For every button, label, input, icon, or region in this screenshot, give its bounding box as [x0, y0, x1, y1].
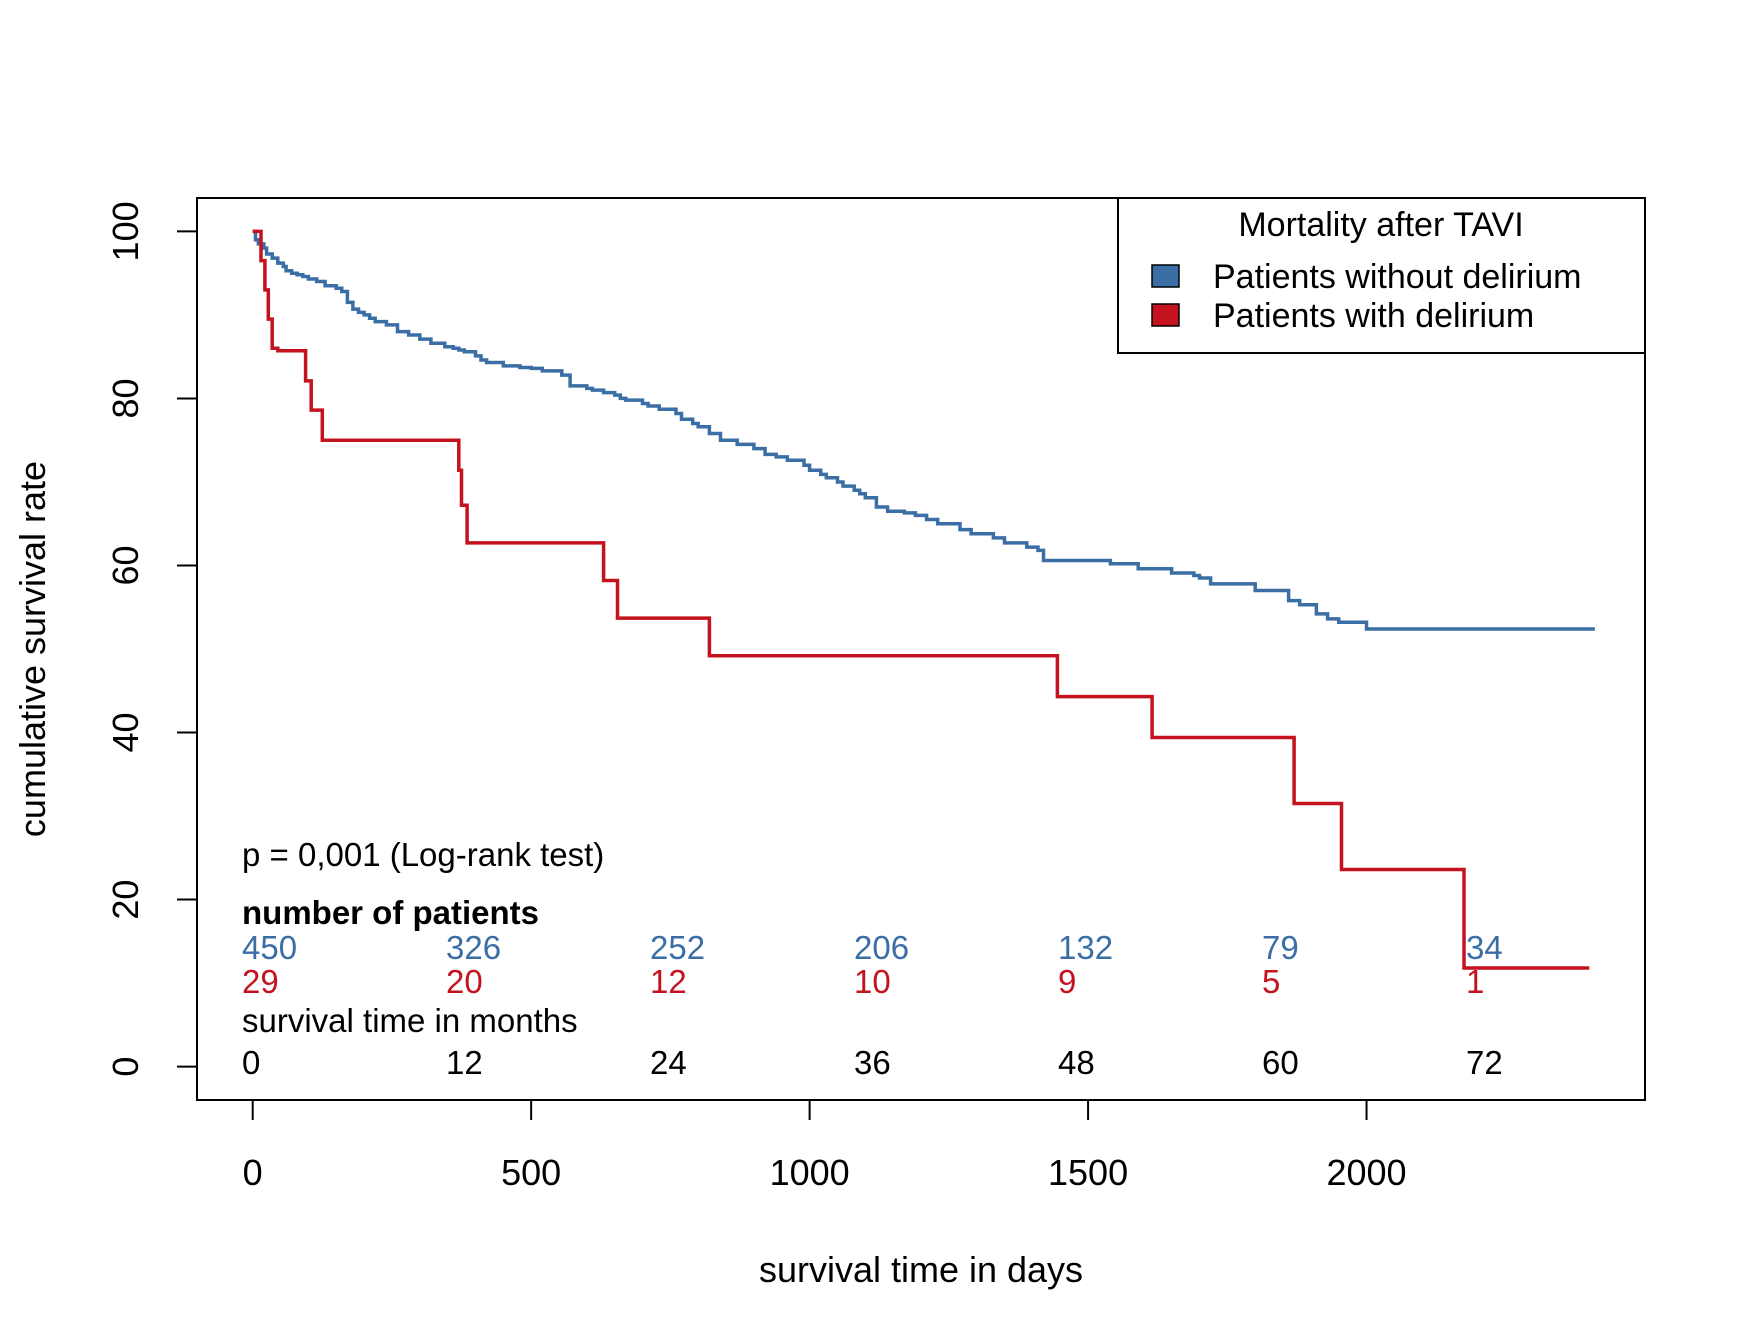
month-label: 12 [446, 1044, 483, 1081]
risk-count-without-delirium: 79 [1262, 929, 1299, 966]
month-label: 60 [1262, 1044, 1299, 1081]
legend-box [1117, 197, 1646, 354]
risk-row-without-delirium: 450 326 252 206 132 79 34 [242, 929, 1503, 966]
risk-count-without-delirium: 132 [1058, 929, 1113, 966]
months-row: 0 12 24 36 48 60 72 [242, 1044, 1503, 1081]
risk-row-with-delirium: 29 20 12 10 9 5 1 [242, 963, 1484, 1000]
legend-swatch-without-delirium [1151, 264, 1180, 288]
month-label: 72 [1466, 1044, 1503, 1081]
risk-count-with-delirium: 5 [1262, 963, 1280, 1000]
y-tick-label: 80 [105, 378, 146, 418]
y-axis: 0 20 40 60 80 100 [105, 201, 198, 1077]
legend: Mortality after TAVI Patients without de… [1117, 197, 1646, 354]
y-tick-label: 40 [105, 712, 146, 752]
series-line-with-delirium [252, 229, 1590, 970]
months-header: survival time in months [242, 1002, 578, 1039]
series-line-without-delirium [252, 229, 1595, 631]
risk-count-with-delirium: 20 [446, 963, 483, 1000]
x-axis: 0 500 1000 1500 2000 [243, 1099, 1407, 1193]
x-tick-label: 1000 [770, 1152, 850, 1193]
legend-title: Mortality after TAVI [1238, 206, 1523, 244]
x-axis-title: survival time in days [759, 1249, 1083, 1290]
month-label: 36 [854, 1044, 891, 1081]
y-tick-label: 20 [105, 880, 146, 920]
risk-count-with-delirium: 12 [650, 963, 687, 1000]
legend-swatch-with-delirium [1151, 303, 1180, 327]
risk-table: p = 0,001 (Log-rank test) number of pati… [242, 836, 1503, 1081]
y-tick-label: 0 [105, 1057, 146, 1077]
y-tick-label: 100 [105, 201, 146, 261]
risk-count-without-delirium: 450 [242, 929, 297, 966]
month-label: 48 [1058, 1044, 1095, 1081]
risk-count-without-delirium: 34 [1466, 929, 1503, 966]
y-tick-label: 60 [105, 545, 146, 585]
risk-count-with-delirium: 9 [1058, 963, 1076, 1000]
risk-count-with-delirium: 10 [854, 963, 891, 1000]
risk-count-without-delirium: 326 [446, 929, 501, 966]
risk-table-header: number of patients [242, 894, 539, 931]
x-tick-label: 500 [501, 1152, 561, 1193]
month-label: 24 [650, 1044, 687, 1081]
x-tick-label: 0 [243, 1152, 263, 1193]
y-axis-title: cumulative survival rate [12, 461, 53, 837]
legend-label-with-delirium: Patients with delirium [1213, 297, 1534, 335]
risk-count-without-delirium: 252 [650, 929, 705, 966]
x-tick-label: 2000 [1326, 1152, 1406, 1193]
risk-count-without-delirium: 206 [854, 929, 909, 966]
legend-label-without-delirium: Patients without delirium [1213, 258, 1582, 296]
series-lines [252, 229, 1595, 970]
p-value-label: p = 0,001 (Log-rank test) [242, 836, 604, 873]
month-label: 0 [242, 1044, 260, 1081]
risk-count-with-delirium: 29 [242, 963, 279, 1000]
risk-count-with-delirium: 1 [1466, 963, 1484, 1000]
x-tick-label: 1500 [1048, 1152, 1128, 1193]
